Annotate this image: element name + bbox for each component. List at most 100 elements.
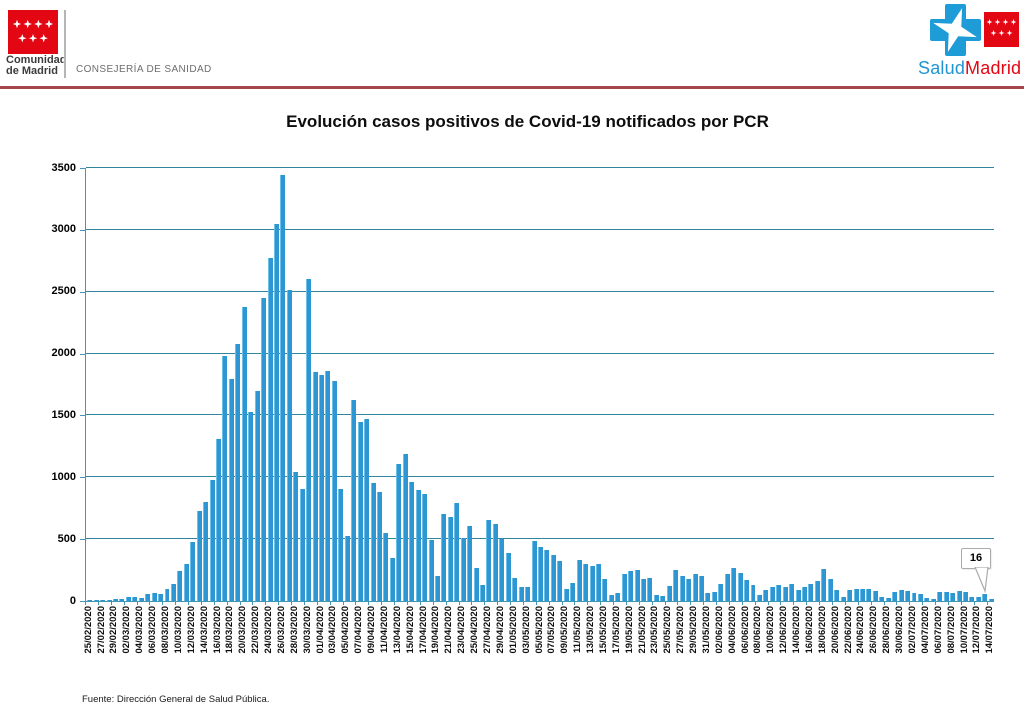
gridline	[86, 538, 994, 540]
bar	[518, 586, 524, 601]
bar	[196, 510, 202, 601]
bar	[698, 575, 704, 601]
bar	[898, 590, 904, 601]
bar	[106, 599, 112, 601]
x-axis-tick	[832, 601, 833, 605]
bar	[415, 490, 421, 601]
bar	[177, 571, 183, 601]
x-tick-label: 08/03/2020	[159, 606, 171, 654]
bar	[531, 541, 537, 601]
bar	[409, 481, 415, 601]
x-axis-tick	[561, 601, 563, 605]
bar	[389, 558, 395, 601]
bar	[969, 596, 975, 601]
bar	[486, 519, 492, 601]
region-logo-text: Comunidad de Madrid	[6, 54, 67, 77]
x-axis-tick	[793, 601, 795, 605]
x-axis-tick	[535, 601, 537, 605]
bar	[338, 489, 344, 601]
x-tick-label: 26/06/2020	[868, 606, 880, 654]
x-axis-tick	[522, 601, 524, 605]
bar	[293, 472, 299, 601]
bar	[473, 567, 479, 601]
y-axis-tick	[80, 229, 85, 231]
bar	[261, 297, 267, 601]
x-tick-label: 19/05/2020	[623, 606, 635, 654]
x-axis-tick	[213, 601, 215, 605]
x-tick-label: 24/06/2020	[855, 606, 867, 654]
x-axis-tick	[780, 601, 782, 605]
bar	[100, 599, 106, 601]
gridline	[86, 476, 994, 478]
x-tick-label: 10/03/2020	[172, 606, 184, 654]
bar	[183, 563, 189, 601]
bar	[357, 422, 363, 601]
x-tick-label: 30/06/2020	[894, 606, 906, 654]
x-tick-label: 07/05/2020	[546, 606, 558, 654]
x-tick-label: 06/07/2020	[932, 606, 944, 654]
bar	[576, 560, 582, 601]
x-axis-tick	[432, 601, 434, 605]
y-axis-tick	[80, 539, 85, 541]
x-axis-tick	[368, 601, 370, 605]
bar	[557, 561, 563, 601]
bar	[988, 599, 994, 601]
y-tick-label: 500	[57, 532, 76, 545]
x-tick-label: 25/04/2020	[469, 606, 481, 654]
x-axis-tick	[703, 601, 705, 605]
bar	[814, 581, 820, 601]
bar	[383, 532, 389, 601]
bar	[943, 591, 949, 601]
bar	[711, 591, 717, 601]
source-note: Fuente: Dirección General de Salud Públi…	[82, 694, 270, 705]
x-tick-label: 03/05/2020	[520, 606, 532, 654]
x-axis-tick	[97, 601, 99, 605]
bar	[228, 378, 234, 601]
bar	[434, 576, 440, 601]
x-axis-tick	[600, 601, 602, 605]
x-tick-label: 14/07/2020	[984, 606, 996, 654]
x-tick-label: 14/03/2020	[198, 606, 210, 654]
bar	[216, 438, 221, 601]
x-tick-label: 26/03/2020	[275, 606, 287, 654]
x-axis-tick	[381, 601, 383, 605]
x-axis-tick	[445, 601, 447, 605]
bar	[634, 570, 640, 601]
bar	[209, 480, 215, 601]
x-axis-tick	[651, 601, 653, 605]
bar	[911, 592, 917, 601]
y-axis-tick	[80, 168, 85, 169]
x-tick-label: 10/07/2020	[958, 606, 970, 654]
bar	[396, 464, 402, 601]
bar	[660, 596, 666, 601]
x-tick-label: 12/06/2020	[778, 606, 790, 654]
x-axis-tick	[291, 601, 293, 605]
x-tick-label: 22/06/2020	[842, 606, 854, 654]
bar	[705, 592, 711, 601]
x-tick-label: 15/05/2020	[597, 606, 609, 654]
x-tick-label: 16/03/2020	[211, 606, 223, 654]
y-tick-label: 2000	[51, 347, 76, 360]
x-tick-label: 04/06/2020	[726, 606, 738, 654]
x-axis-tick	[728, 601, 730, 605]
bar	[982, 594, 988, 601]
bar	[937, 592, 943, 601]
bar	[776, 584, 782, 601]
x-axis-tick	[806, 601, 808, 605]
bar	[615, 592, 621, 601]
bar	[608, 594, 614, 601]
bar	[789, 583, 795, 601]
bar	[190, 541, 196, 601]
bar	[151, 592, 157, 601]
bar	[319, 374, 325, 601]
x-axis-tick	[896, 601, 898, 605]
x-axis-tick	[973, 601, 975, 605]
x-axis-tick	[754, 601, 756, 605]
bar	[641, 578, 647, 601]
y-axis-tick	[80, 291, 85, 293]
x-tick-label: 13/05/2020	[585, 606, 597, 654]
x-axis-tick	[162, 601, 164, 605]
bar	[673, 570, 679, 601]
x-axis-tick	[960, 601, 962, 605]
x-axis-tick	[239, 601, 241, 605]
